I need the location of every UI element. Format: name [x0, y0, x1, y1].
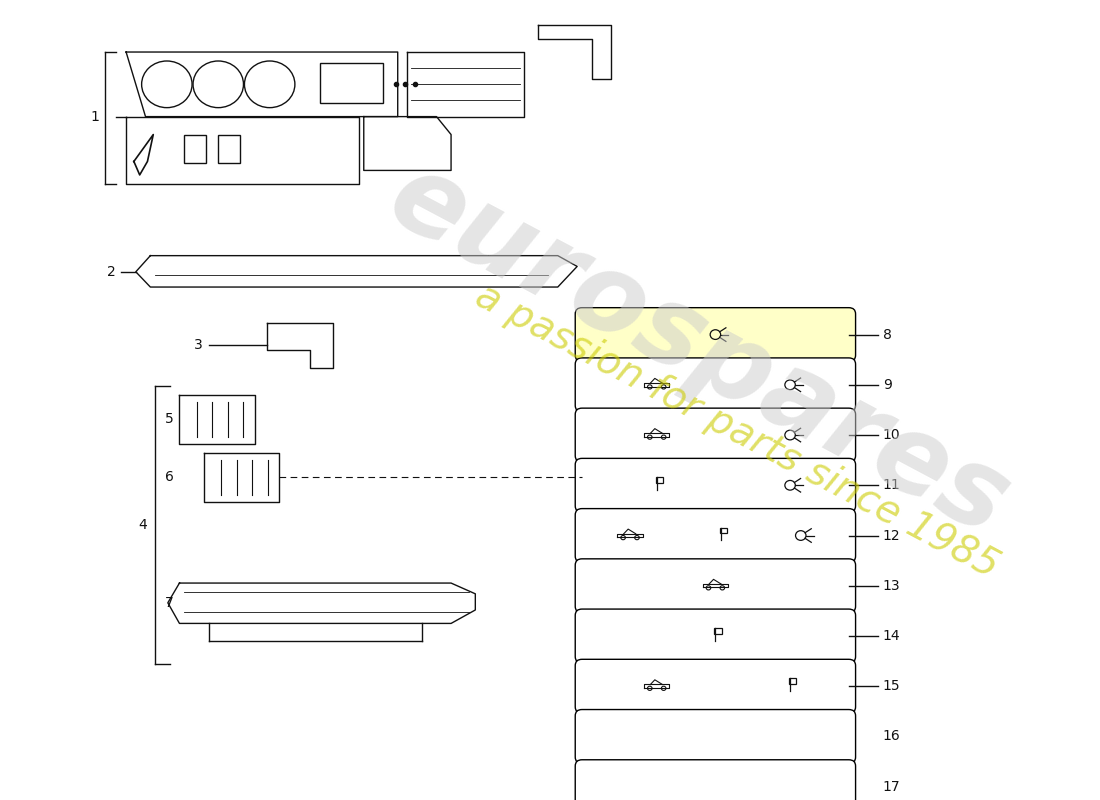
Text: eurospares: eurospares [371, 142, 1026, 558]
Text: 9: 9 [882, 378, 892, 392]
Bar [218, 134, 240, 163]
Bar [714, 628, 722, 634]
FancyBboxPatch shape [575, 659, 856, 713]
Bar [719, 528, 727, 533]
Text: 2: 2 [107, 265, 116, 278]
Bar [800, 729, 807, 734]
FancyBboxPatch shape [575, 559, 856, 613]
FancyBboxPatch shape [575, 358, 856, 412]
Bar [712, 783, 729, 790]
Bar [185, 134, 206, 163]
Text: 13: 13 [882, 578, 901, 593]
Text: 16: 16 [882, 730, 901, 743]
Text: 11: 11 [882, 478, 901, 492]
Bar [656, 478, 663, 483]
Text: 6: 6 [165, 470, 174, 484]
Text: 7: 7 [165, 596, 174, 610]
FancyBboxPatch shape [575, 609, 856, 663]
FancyBboxPatch shape [575, 308, 856, 362]
Text: 12: 12 [882, 529, 901, 542]
Text: 17: 17 [882, 780, 901, 794]
FancyBboxPatch shape [575, 710, 856, 763]
Text: 5: 5 [165, 412, 174, 426]
Bar [789, 678, 796, 684]
FancyBboxPatch shape [575, 509, 856, 562]
Text: 1: 1 [90, 110, 99, 124]
FancyBboxPatch shape [575, 408, 856, 462]
FancyBboxPatch shape [575, 458, 856, 512]
Text: 10: 10 [882, 428, 901, 442]
Text: a passion for parts since 1985: a passion for parts since 1985 [469, 276, 1005, 585]
Text: 15: 15 [882, 679, 901, 694]
Bar [320, 62, 383, 103]
Text: 8: 8 [882, 327, 892, 342]
Text: 14: 14 [882, 629, 901, 643]
Bar [712, 733, 729, 740]
Text: 3: 3 [194, 338, 202, 352]
Text: 4: 4 [139, 518, 147, 532]
FancyBboxPatch shape [575, 760, 856, 800]
